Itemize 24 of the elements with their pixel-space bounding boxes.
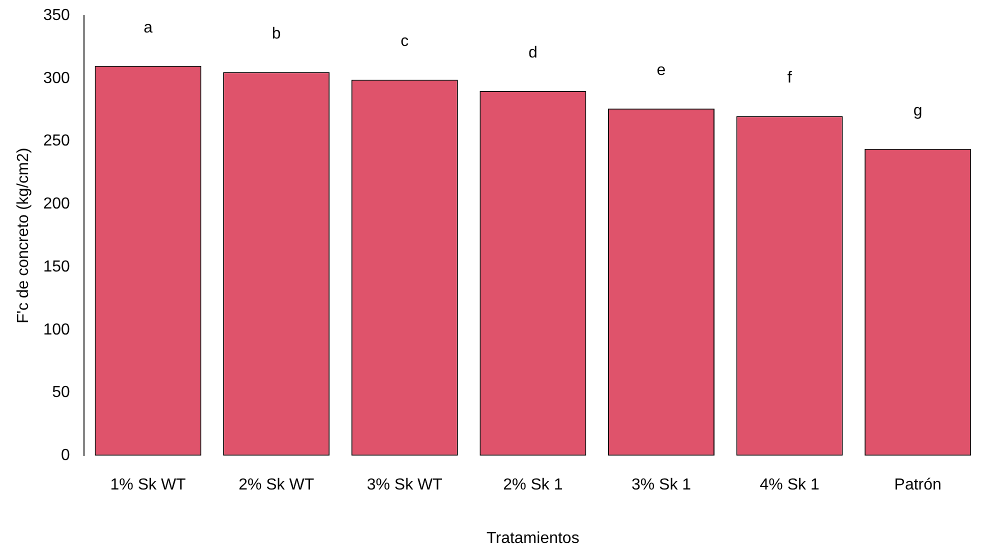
data-label: c	[400, 33, 409, 50]
x-axis-title: Tratamientos	[486, 530, 580, 547]
data-label: d	[528, 44, 538, 62]
y-tick-label: 200	[43, 196, 70, 213]
data-label: g	[913, 102, 922, 120]
y-tick-label: 50	[52, 384, 70, 402]
x-tick-label: 3% Sk WT	[366, 476, 443, 494]
data-label: a	[144, 19, 153, 36]
x-tick-label: 1% Sk WT	[110, 476, 186, 494]
y-tick-label: 300	[43, 70, 70, 87]
x-tick-label: 3% Sk 1	[631, 476, 692, 494]
y-tick-label: 0	[60, 447, 70, 464]
y-tick-label: 100	[43, 321, 70, 338]
y-tick-label: 250	[43, 132, 70, 150]
data-label: f	[787, 70, 792, 87]
y-tick-label: 150	[43, 258, 70, 276]
x-tick-label: Patrón	[894, 476, 942, 494]
y-tick-label: 350	[43, 7, 70, 24]
data-label: e	[656, 62, 666, 80]
x-tick-label: 4% Sk 1	[760, 476, 820, 494]
y-axis-title: F'c de concreto (kg/cm2)	[15, 148, 32, 324]
x-tick-label: 2% Sk 1	[503, 476, 563, 494]
x-tick-label: 2% Sk WT	[238, 476, 314, 494]
data-label: b	[272, 26, 281, 43]
